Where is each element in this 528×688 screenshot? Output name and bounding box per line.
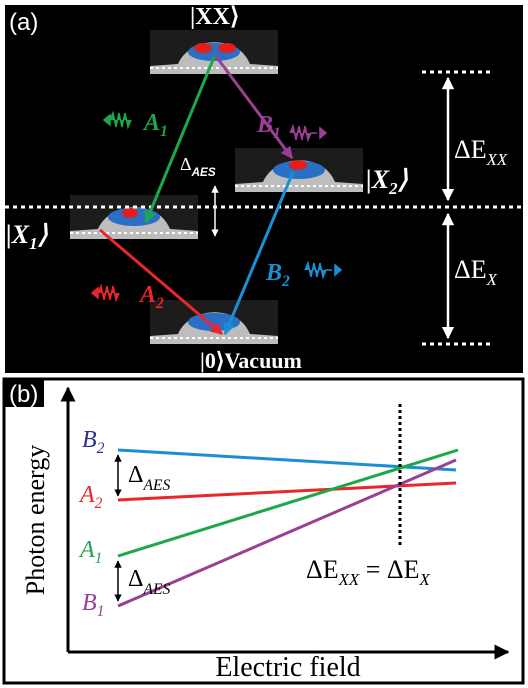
label-ket: |0⟩ bbox=[200, 348, 224, 373]
exciton bbox=[218, 43, 236, 53]
label-end: ⟩ bbox=[38, 220, 49, 249]
label-main: ΔE bbox=[387, 555, 420, 584]
label-main: B bbox=[265, 260, 282, 286]
figure: (a) |XX⟩ |X2⟩ |X1⟩ |0⟩Vacuum A1 B1 A2 B2… bbox=[0, 0, 528, 688]
exciton bbox=[122, 208, 138, 218]
qd-image bbox=[150, 300, 278, 344]
qd-image bbox=[150, 30, 278, 74]
page: (a) |XX⟩ |X2⟩ |X1⟩ |0⟩Vacuum A1 B1 A2 B2… bbox=[0, 0, 528, 688]
exciton bbox=[289, 160, 307, 170]
label-main: ΔE bbox=[454, 135, 487, 164]
label-sub: X bbox=[419, 570, 431, 589]
label-sub: 1 bbox=[160, 123, 168, 140]
label-main: A bbox=[78, 537, 95, 563]
label-sub: AES bbox=[142, 581, 170, 598]
label-eq: = bbox=[359, 555, 387, 584]
label-main: A bbox=[78, 482, 95, 508]
label-sub: 1 bbox=[97, 603, 105, 620]
state-label: |0⟩Vacuum bbox=[200, 348, 302, 373]
label-end: ⟩ bbox=[398, 165, 409, 194]
state-label: |X1⟩ bbox=[6, 220, 49, 253]
label-main: ΔE bbox=[306, 555, 339, 584]
qd-image bbox=[235, 148, 363, 192]
panel-b-frame bbox=[4, 379, 523, 683]
panel-label: (b) bbox=[9, 381, 38, 408]
label-main: ΔE bbox=[454, 255, 487, 284]
label-sub: 1 bbox=[95, 550, 103, 567]
y-axis-label: Photon energy bbox=[21, 445, 50, 595]
label-main: |X bbox=[366, 165, 390, 194]
state-label: |X2⟩ bbox=[366, 165, 409, 198]
panel-label: (a) bbox=[9, 9, 38, 36]
label-main: Δ bbox=[128, 462, 143, 488]
label-sub: XX bbox=[338, 570, 360, 589]
label-sub: 2 bbox=[281, 273, 290, 290]
label-sub: 2 bbox=[155, 295, 164, 312]
label-main: A bbox=[142, 110, 160, 136]
label-main: B bbox=[82, 427, 97, 453]
condition-label: ΔEXX = ΔEX bbox=[306, 555, 431, 589]
label-sub: 2 bbox=[97, 440, 105, 457]
state-label: |XX⟩ bbox=[190, 4, 239, 30]
label-sub: 2 bbox=[95, 495, 103, 512]
label-main: A bbox=[138, 282, 156, 308]
label-main: B bbox=[82, 590, 97, 616]
label-main: B bbox=[256, 112, 273, 138]
exciton bbox=[194, 43, 212, 53]
label-main: Δ bbox=[180, 154, 192, 174]
label-sub: 1 bbox=[29, 234, 37, 253]
label-main: Δ bbox=[128, 566, 143, 592]
label-sub: AES bbox=[191, 166, 216, 179]
label-sub: XX bbox=[486, 150, 508, 169]
x-axis-label: Electric field bbox=[215, 652, 360, 683]
label-sub: X bbox=[486, 270, 498, 289]
label-sub: AES bbox=[142, 477, 170, 494]
label-name: Vacuum bbox=[224, 348, 301, 373]
label-main: |X bbox=[6, 220, 30, 249]
label-sub: 1 bbox=[273, 125, 281, 142]
